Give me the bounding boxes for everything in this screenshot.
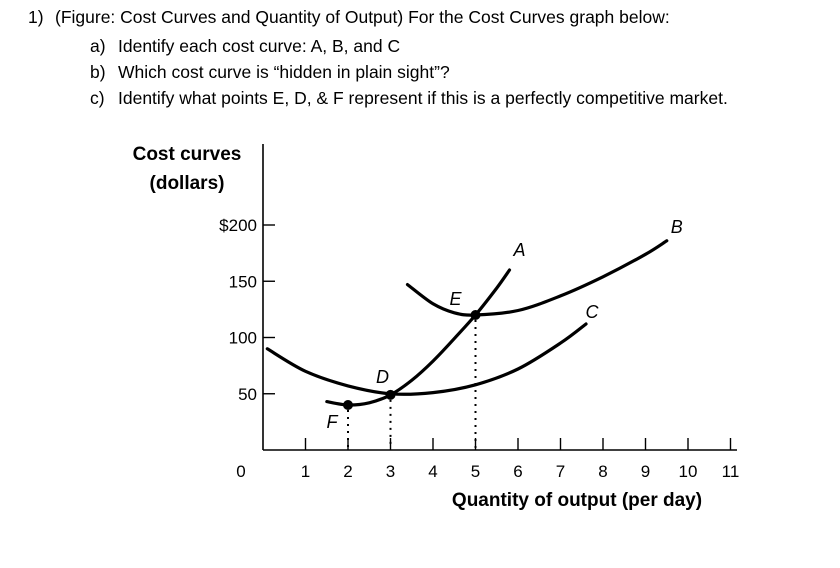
y-tick-label: $200 bbox=[219, 216, 257, 235]
x-tick-label: 10 bbox=[679, 462, 698, 481]
part-c-label: c) bbox=[90, 88, 105, 108]
dotted-guides bbox=[347, 320, 477, 448]
curve-label-a: A bbox=[512, 240, 525, 260]
part-b-label: b) bbox=[90, 62, 106, 82]
curve-c bbox=[265, 322, 588, 396]
x-tick-label: 3 bbox=[386, 462, 395, 481]
point-label-f: F bbox=[327, 412, 339, 432]
y-ticks: 50 100 150 $200 bbox=[219, 216, 275, 404]
y-axis-title-line-1: Cost curves bbox=[133, 144, 242, 165]
x-tick-label: 6 bbox=[513, 462, 522, 481]
point-d bbox=[385, 389, 396, 400]
x-tick-label: 9 bbox=[641, 462, 650, 481]
curve-b bbox=[405, 239, 669, 317]
x-tick-label: 0 bbox=[236, 462, 245, 481]
x-tick-label: 11 bbox=[722, 462, 740, 481]
x-tick-label: 5 bbox=[471, 462, 480, 481]
part-c-text: Identify what points E, D, & F represent… bbox=[118, 88, 728, 108]
point-e bbox=[470, 310, 481, 320]
y-tick-label: 100 bbox=[229, 329, 257, 348]
point-f bbox=[343, 400, 353, 410]
x-tick-label: 1 bbox=[301, 462, 310, 481]
y-tick-label: 150 bbox=[229, 272, 257, 291]
question-number: 1) bbox=[28, 7, 44, 27]
question-stem: (Figure: Cost Curves and Quantity of Out… bbox=[55, 7, 670, 27]
curve-label-c: C bbox=[586, 302, 600, 322]
y-axis-title-line-2: (dollars) bbox=[150, 173, 225, 194]
curve-label-b: B bbox=[671, 217, 683, 237]
x-ticks: 0 1 2 3 4 5 6 7 8 9 10 11 bbox=[236, 438, 739, 481]
part-a-label: a) bbox=[90, 36, 106, 56]
part-b-text: Which cost curve is “hidden in plain sig… bbox=[118, 62, 450, 82]
x-tick-label: 2 bbox=[343, 462, 352, 481]
cost-curves: A B C bbox=[265, 217, 683, 407]
x-tick-label: 4 bbox=[428, 462, 437, 481]
point-label-e: E bbox=[449, 289, 462, 309]
x-axis-title: Quantity of output (per day) bbox=[452, 490, 702, 511]
marked-points: E D F bbox=[327, 289, 481, 432]
y-axis-title: Cost curves (dollars) bbox=[133, 144, 242, 194]
point-label-d: D bbox=[376, 367, 389, 387]
y-tick-label: 50 bbox=[238, 385, 257, 404]
curve-a bbox=[325, 268, 512, 407]
part-a-text: Identify each cost curve: A, B, and C bbox=[118, 36, 401, 56]
x-tick-label: 8 bbox=[598, 462, 607, 481]
x-tick-label: 7 bbox=[556, 462, 565, 481]
